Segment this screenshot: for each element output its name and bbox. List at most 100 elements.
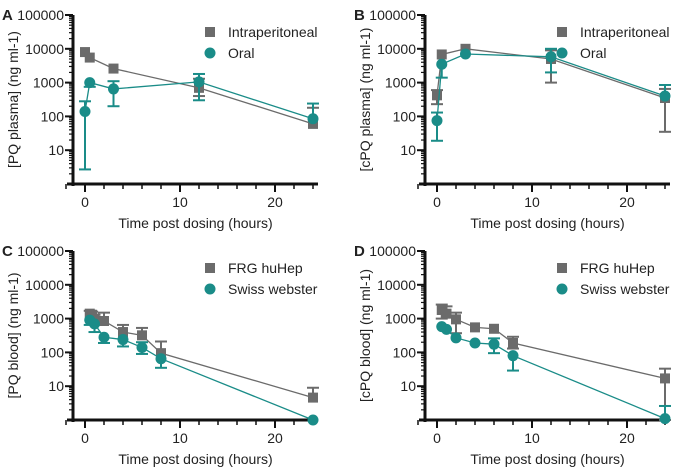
data-point xyxy=(117,334,129,346)
y-tick-label: 100 xyxy=(393,344,417,360)
x-tick-label: 10 xyxy=(524,194,540,210)
x-tick-label: 10 xyxy=(524,430,540,446)
data-point xyxy=(84,77,96,89)
legend-item: Oral xyxy=(556,45,606,61)
panel-letter: B xyxy=(354,7,365,24)
x-tick-label: 0 xyxy=(81,194,89,210)
panel-letter: D xyxy=(354,243,365,260)
series-swiss-webster xyxy=(436,321,671,425)
data-point xyxy=(136,341,148,353)
data-point xyxy=(450,332,462,344)
data-point xyxy=(488,338,500,350)
legend-item: Oral xyxy=(204,45,254,61)
panel-b: B 10 100 1000 10000 100000 0 10 20 Time post dosi… xyxy=(354,7,671,231)
panel-letter: C xyxy=(2,243,13,260)
data-point xyxy=(79,105,91,117)
x-tick-label: 20 xyxy=(267,430,283,446)
legend-item: FRG huHep xyxy=(557,260,655,276)
y-tick-label: 100000 xyxy=(17,7,64,23)
data-point xyxy=(436,58,448,70)
legend-marker-circle xyxy=(204,283,216,295)
data-point xyxy=(307,414,319,426)
y-tick-label: 10000 xyxy=(25,277,64,293)
series-oral xyxy=(431,47,671,142)
y-tick-label: 100000 xyxy=(369,7,416,23)
panel-a: A 10 100 1000 10000 100000 0 10 20 Time post dosi… xyxy=(2,7,319,231)
data-point xyxy=(460,48,471,60)
legend-marker-square xyxy=(205,263,215,273)
data-point xyxy=(156,348,166,359)
y-tick-label: 100 xyxy=(41,108,65,124)
legend-marker-circle xyxy=(556,47,568,59)
y-tick-label: 100000 xyxy=(17,243,64,259)
y-tick-label: 10000 xyxy=(377,277,416,293)
y-axis-label: [PQ plasma] (ng ml-1) xyxy=(5,31,21,168)
legend-item: FRG huHep xyxy=(205,260,303,276)
legend-label: Oral xyxy=(228,45,254,61)
data-point xyxy=(307,113,319,125)
data-point xyxy=(99,315,109,326)
y-tick-label: 1000 xyxy=(385,75,416,91)
data-point xyxy=(84,52,95,63)
data-point xyxy=(659,413,671,425)
y-tick-label: 1000 xyxy=(33,311,64,327)
data-point xyxy=(441,323,452,335)
data-point xyxy=(507,350,519,362)
x-axis-label: Time post dosing (hours) xyxy=(470,215,624,231)
legend-marker-circle xyxy=(556,283,568,295)
x-tick-label: 10 xyxy=(172,430,188,446)
legend-marker-square xyxy=(557,263,567,273)
x-tick-label: 10 xyxy=(172,194,188,210)
x-axis-label: Time post dosing (hours) xyxy=(118,215,272,231)
y-axis-label: [PQ blood] (ng ml-1) xyxy=(5,272,21,398)
legend-label: Swiss webster xyxy=(580,281,670,297)
legend-marker-square xyxy=(557,27,567,37)
data-point xyxy=(432,90,442,101)
series-frg-huhep xyxy=(83,308,319,403)
panel-d: D 10 100 1000 10000 100000 0 10 20 Time post dosi… xyxy=(354,243,671,467)
data-point xyxy=(659,90,671,102)
legend-item: Swiss webster xyxy=(204,281,318,297)
data-point xyxy=(80,47,90,58)
panel-c: C 10 100 1000 10000 100000 0 10 20 Time post dosi… xyxy=(2,243,319,467)
series-frg-huhep xyxy=(435,303,671,421)
x-tick-label: 0 xyxy=(433,194,441,210)
legend-label: FRG huHep xyxy=(580,260,655,276)
x-tick-label: 0 xyxy=(433,430,441,446)
data-point xyxy=(545,51,557,63)
legend-label: Oral xyxy=(580,45,606,61)
y-tick-label: 10 xyxy=(48,142,64,158)
legend-marker-square xyxy=(205,27,215,37)
data-point xyxy=(441,308,452,319)
x-axis-label: Time post dosing (hours) xyxy=(470,451,624,467)
series-oral xyxy=(79,72,319,171)
data-point xyxy=(89,318,100,330)
y-tick-label: 1000 xyxy=(33,75,64,91)
data-point xyxy=(98,331,110,343)
data-point xyxy=(108,83,119,95)
x-axis-label: Time post dosing (hours) xyxy=(118,451,272,467)
legend-label: Swiss webster xyxy=(228,281,318,297)
legend-item: Swiss webster xyxy=(556,281,670,297)
data-point xyxy=(118,327,128,338)
y-tick-label: 10000 xyxy=(25,41,64,57)
x-tick-label: 0 xyxy=(81,430,89,446)
y-tick-label: 10000 xyxy=(377,41,416,57)
x-tick-label: 20 xyxy=(267,194,283,210)
data-point xyxy=(660,373,670,384)
y-axis-label: [cPQ blood] (ng ml-1) xyxy=(357,269,373,402)
legend-item: Intraperitoneal xyxy=(205,24,318,40)
data-point xyxy=(137,330,147,341)
data-point xyxy=(451,314,461,325)
legend-item: Intraperitoneal xyxy=(557,24,670,40)
data-point xyxy=(470,322,480,333)
data-point xyxy=(436,49,447,60)
data-point xyxy=(431,115,443,127)
data-point xyxy=(489,323,499,334)
data-point xyxy=(508,337,518,348)
data-point xyxy=(469,337,481,349)
y-axis-label: [cPQ plasma] (ng ml-1) xyxy=(357,28,373,172)
x-tick-label: 20 xyxy=(619,194,635,210)
panel-letter: A xyxy=(2,7,13,24)
